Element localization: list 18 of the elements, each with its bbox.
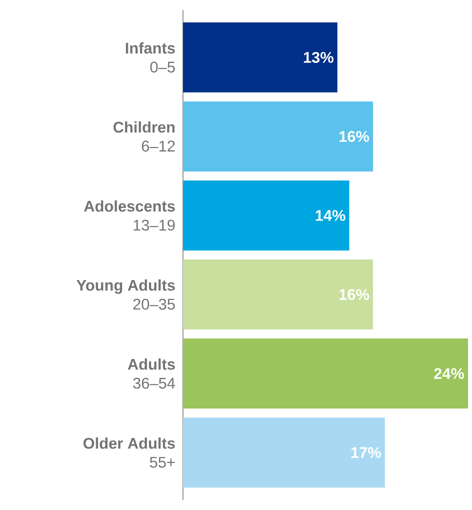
y-tick-label: Adults 36–54 xyxy=(128,358,176,389)
y-tick-label: Children 6–12 xyxy=(113,121,175,152)
data-label: 16% xyxy=(340,130,370,142)
data-label: 13% xyxy=(304,52,334,63)
y-tick-label: Young Adults 20–35 xyxy=(76,279,175,310)
bar xyxy=(183,101,373,172)
bar xyxy=(183,180,350,250)
bar xyxy=(183,338,468,409)
data-label: 24% xyxy=(434,368,464,380)
bar xyxy=(183,22,338,92)
bar xyxy=(183,260,373,330)
data-label: 17% xyxy=(351,447,381,458)
y-tick-label: Older Adults 55+ xyxy=(83,437,175,468)
y-tick-label: Adolescents 13–19 xyxy=(84,200,175,231)
y-tick-label: Infants 0–5 xyxy=(126,42,175,73)
bar xyxy=(183,418,385,488)
data-label: 16% xyxy=(340,289,370,300)
data-label: 14% xyxy=(316,210,346,221)
